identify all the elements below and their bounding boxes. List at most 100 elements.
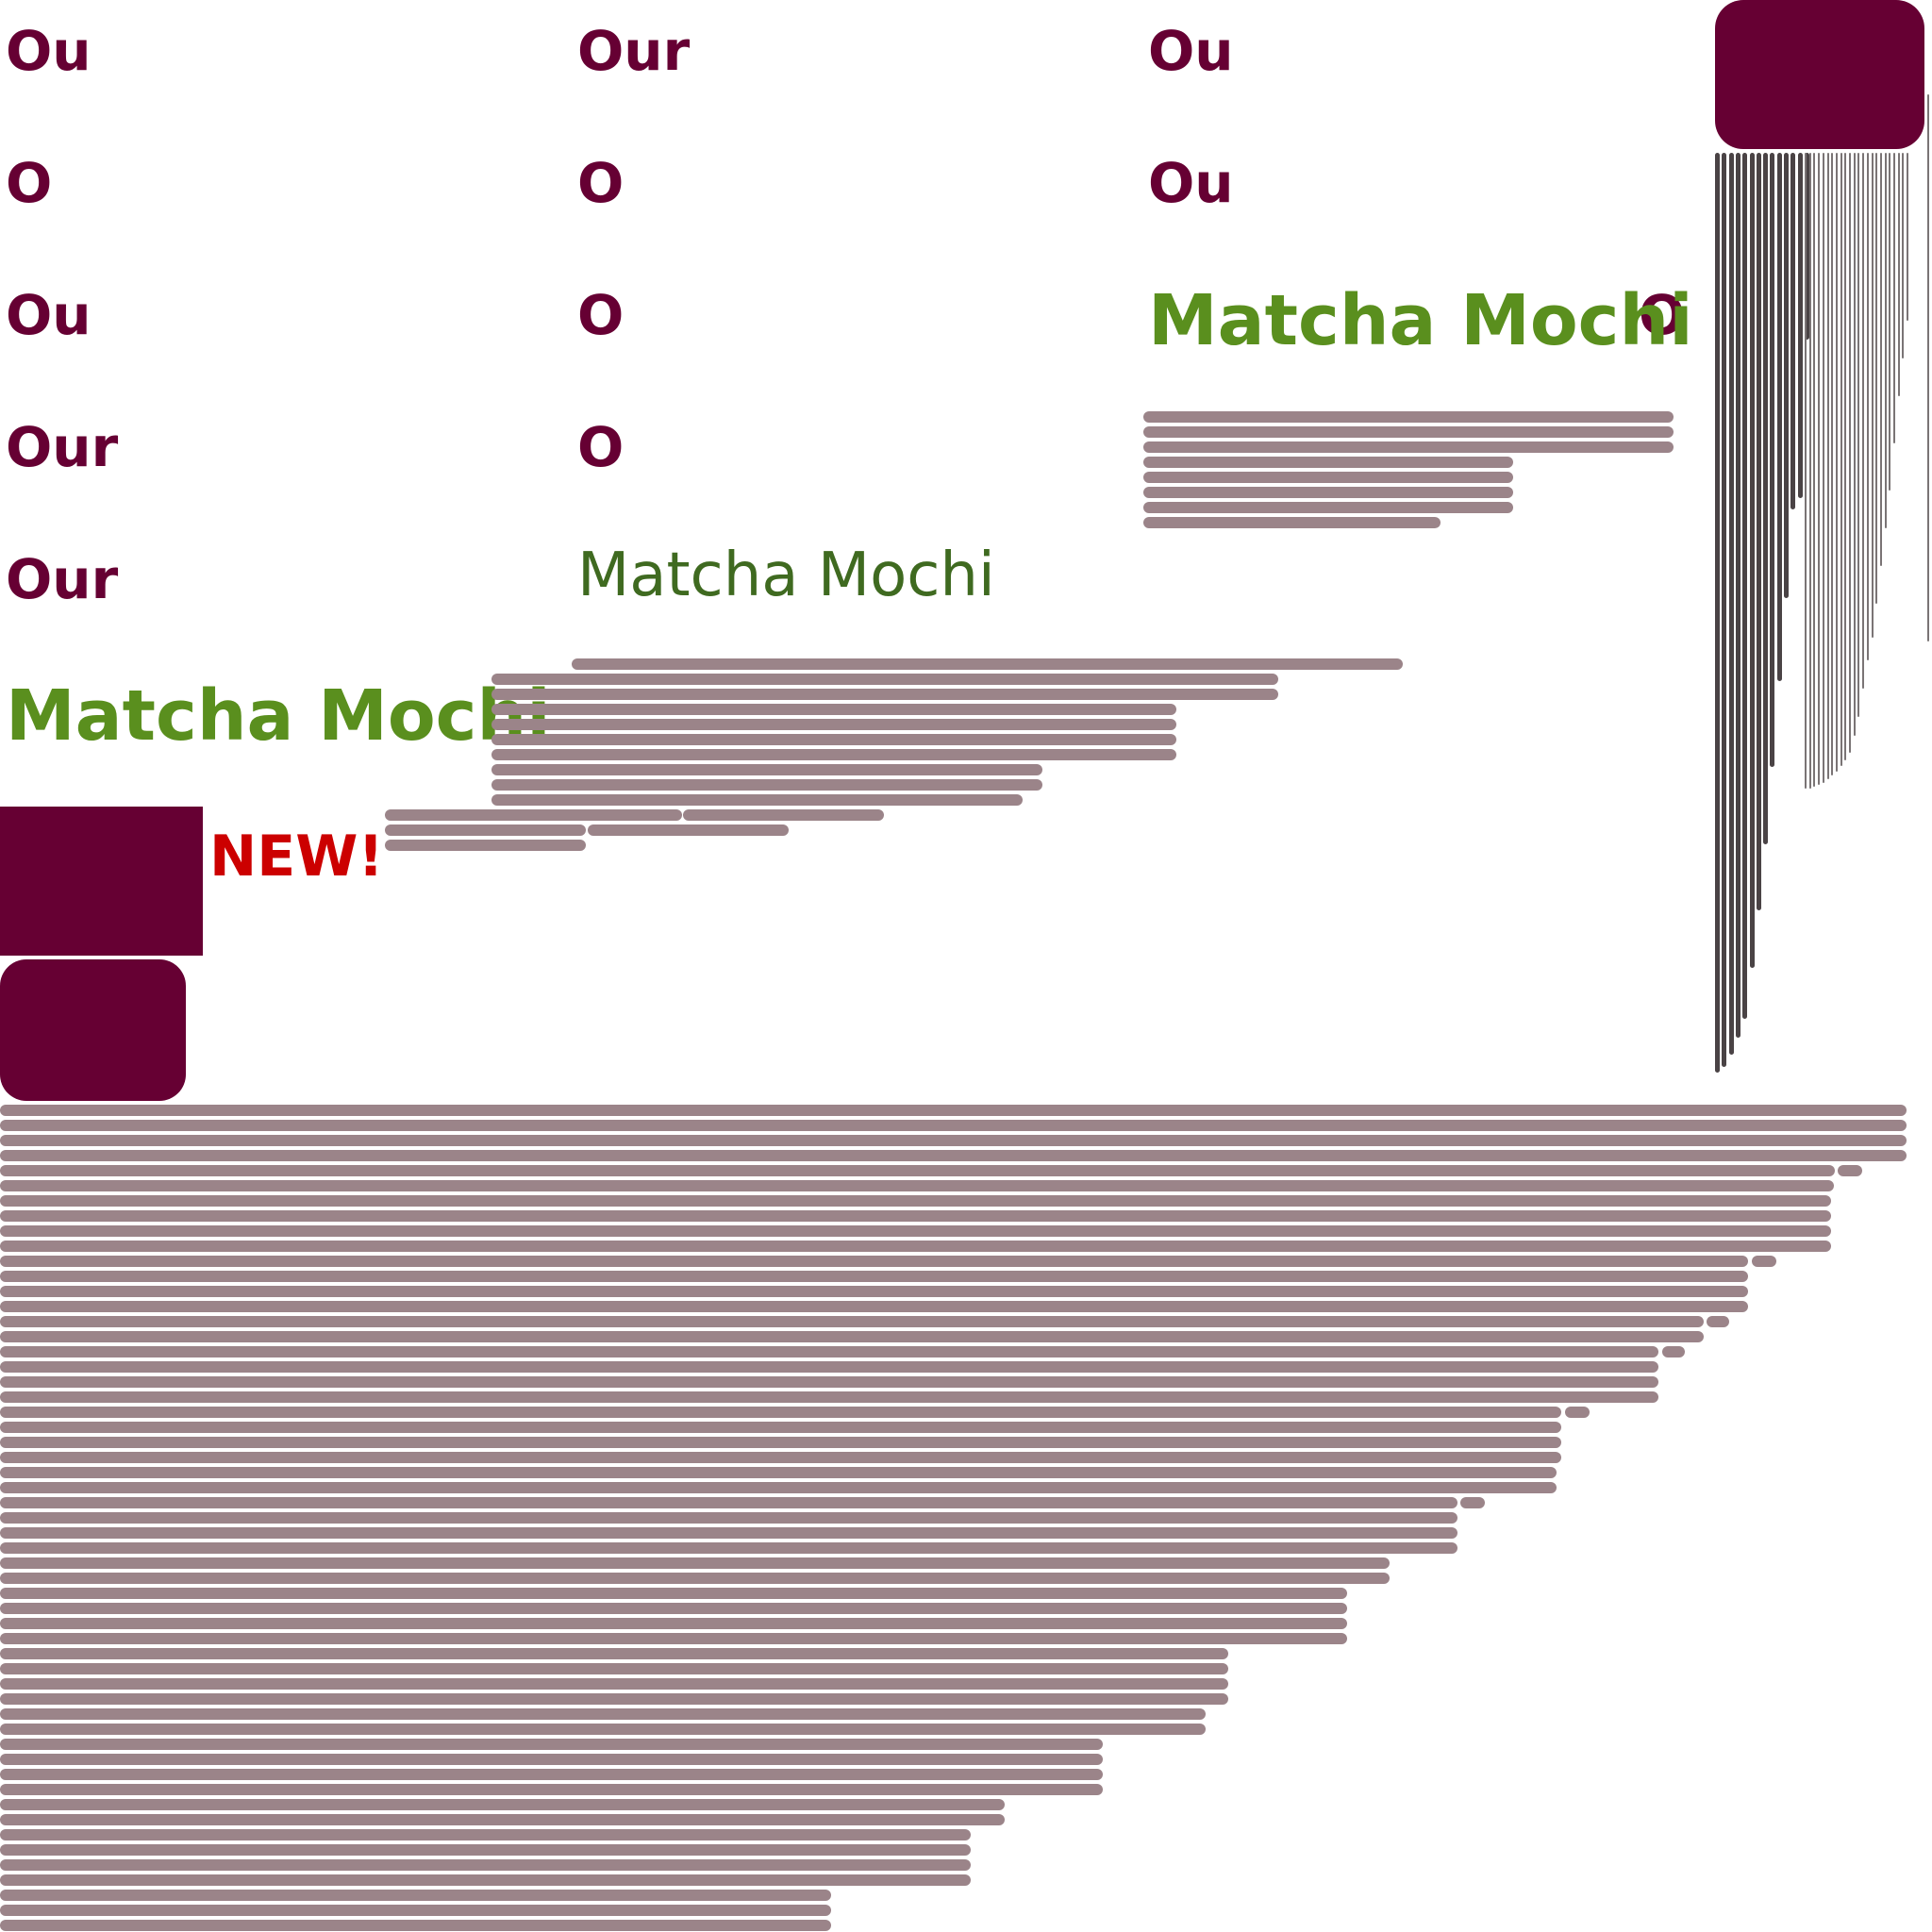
text-line bbox=[0, 1105, 1907, 1116]
vertical-text-line bbox=[1857, 153, 1860, 717]
text-line bbox=[0, 1648, 1228, 1659]
text-line bbox=[1565, 1407, 1590, 1418]
text-line bbox=[0, 1195, 1831, 1207]
vertical-text-line bbox=[1805, 153, 1807, 789]
text-line bbox=[0, 1905, 831, 1916]
text-line bbox=[1707, 1316, 1729, 1327]
vertical-text-line bbox=[1907, 153, 1909, 321]
text-line bbox=[1143, 441, 1674, 453]
text-line bbox=[0, 1271, 1748, 1282]
text-line bbox=[0, 1603, 1347, 1614]
vertical-text-line bbox=[1818, 153, 1821, 785]
vertical-text-line bbox=[1749, 153, 1755, 968]
text-line bbox=[0, 1633, 1347, 1644]
text-line bbox=[385, 824, 586, 836]
watermark-fragment: Our bbox=[6, 415, 119, 479]
text-line bbox=[0, 1316, 1704, 1327]
new-badge: NEW! bbox=[209, 824, 384, 890]
text-line bbox=[0, 1407, 1561, 1418]
vertical-text-line bbox=[1840, 153, 1842, 766]
vertical-text-line bbox=[1875, 153, 1878, 604]
text-line bbox=[0, 1346, 1658, 1357]
vertical-text-line bbox=[1797, 153, 1803, 498]
text-line bbox=[0, 1663, 1228, 1674]
text-line bbox=[1143, 411, 1674, 423]
watermark-fragment: O bbox=[577, 283, 625, 347]
text-line bbox=[491, 764, 1042, 775]
vertical-text-line bbox=[1826, 153, 1829, 779]
vertical-text-line bbox=[1722, 153, 1727, 1067]
watermark-fragment: Our bbox=[6, 547, 119, 611]
watermark-fragment: Ou bbox=[1148, 19, 1234, 83]
text-line bbox=[1143, 426, 1674, 438]
watermark-fragment: O bbox=[6, 151, 53, 215]
image-placeholder bbox=[0, 807, 203, 956]
text-line bbox=[491, 779, 1042, 791]
vertical-text-line bbox=[1776, 153, 1782, 681]
vertical-text-line bbox=[1813, 153, 1816, 787]
text-line bbox=[0, 1165, 1835, 1176]
vertical-text-line bbox=[1742, 153, 1748, 1019]
text-line bbox=[0, 1739, 1103, 1750]
vertical-text-line bbox=[1927, 94, 1929, 641]
text-line bbox=[588, 824, 789, 836]
text-line bbox=[0, 1542, 1457, 1554]
text-line bbox=[1143, 487, 1513, 498]
vertical-text-line bbox=[1835, 153, 1838, 772]
vertical-text-line bbox=[1884, 153, 1887, 528]
text-line bbox=[385, 809, 682, 821]
vertical-text-line bbox=[1849, 153, 1851, 753]
text-line bbox=[0, 1391, 1658, 1403]
text-line bbox=[0, 1482, 1557, 1493]
heading-left: Matcha Mochi bbox=[6, 675, 551, 757]
text-line bbox=[491, 794, 1023, 806]
text-line bbox=[0, 1890, 831, 1901]
text-line bbox=[491, 704, 1176, 715]
text-line bbox=[0, 1678, 1228, 1690]
vertical-text-line bbox=[1866, 153, 1869, 660]
text-line bbox=[0, 1497, 1457, 1508]
text-line bbox=[0, 1859, 971, 1871]
vertical-text-line bbox=[1897, 153, 1900, 396]
text-line bbox=[0, 1120, 1907, 1131]
text-line bbox=[0, 1180, 1834, 1191]
heading-right: Matcha Mochi bbox=[1148, 280, 1693, 361]
text-line bbox=[0, 1588, 1347, 1599]
text-line bbox=[0, 1225, 1831, 1237]
text-line bbox=[0, 1693, 1228, 1705]
text-line bbox=[0, 1150, 1907, 1161]
text-line bbox=[0, 1874, 971, 1886]
text-line bbox=[0, 1467, 1557, 1478]
text-line bbox=[1662, 1346, 1685, 1357]
text-line bbox=[0, 1754, 1103, 1765]
text-line bbox=[0, 1844, 971, 1856]
thumbnail-placeholder bbox=[0, 959, 186, 1101]
text-line bbox=[1460, 1497, 1485, 1508]
watermark-fragment: O bbox=[577, 415, 625, 479]
text-line bbox=[0, 1437, 1561, 1448]
text-line bbox=[491, 734, 1176, 745]
heading-middle: Matcha Mochi bbox=[577, 541, 995, 610]
watermark-fragment: O bbox=[1639, 283, 1686, 347]
vertical-text-line bbox=[1804, 153, 1809, 340]
vertical-text-line bbox=[1735, 153, 1740, 1038]
text-line bbox=[0, 1829, 971, 1840]
vertical-text-line bbox=[1844, 153, 1847, 760]
text-line bbox=[0, 1135, 1907, 1146]
text-line bbox=[0, 1301, 1748, 1312]
vertical-text-line bbox=[1715, 153, 1720, 1073]
vertical-text-line bbox=[1889, 153, 1891, 491]
text-line bbox=[1838, 1165, 1862, 1176]
vertical-text-line bbox=[1879, 153, 1882, 566]
text-line bbox=[0, 1376, 1658, 1388]
text-line bbox=[0, 1618, 1347, 1629]
text-line bbox=[0, 1784, 1103, 1795]
vertical-text-line bbox=[1862, 153, 1865, 689]
text-line bbox=[491, 689, 1278, 700]
vertical-text-line bbox=[1853, 153, 1856, 736]
watermark-fragment: Ou bbox=[6, 19, 92, 83]
text-line bbox=[0, 1286, 1748, 1297]
text-line bbox=[1143, 457, 1513, 468]
text-line bbox=[0, 1210, 1831, 1222]
